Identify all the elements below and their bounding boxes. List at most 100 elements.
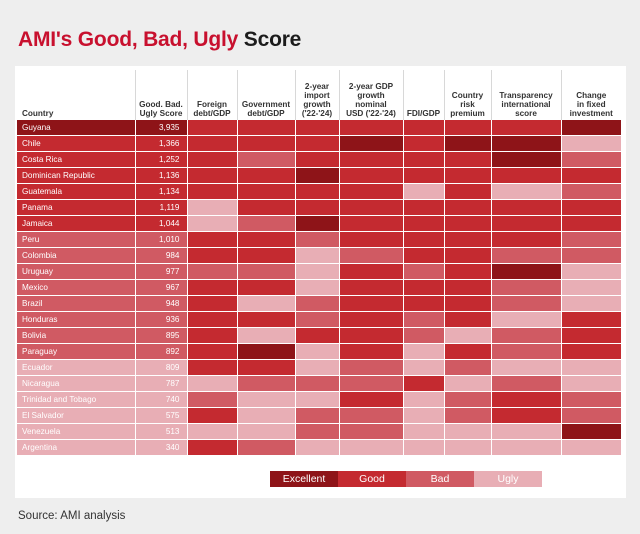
- column-header-line: ('22-'24): [301, 109, 333, 118]
- column-header-line: nominal: [355, 100, 387, 109]
- score-cell: 340: [135, 439, 188, 456]
- score-cell: 984: [135, 247, 188, 264]
- rating-cell: [339, 135, 404, 152]
- rating-cell: [444, 183, 492, 200]
- rating-cell: [237, 391, 296, 408]
- rating-cell: [237, 295, 296, 312]
- rating-cell: [491, 327, 562, 344]
- rating-cell: [339, 423, 404, 440]
- source-note: Source: AMI analysis: [18, 510, 126, 522]
- rating-cell: [295, 375, 340, 392]
- legend-swatch: Excellent: [270, 471, 338, 487]
- table-row: Argentina 340: [17, 439, 622, 456]
- score-cell: 575: [135, 407, 188, 424]
- rating-cell: [187, 407, 238, 424]
- score-cell: 1,136: [135, 167, 188, 184]
- rating-cell: [339, 263, 404, 280]
- rating-cell: [295, 247, 340, 264]
- rating-cell: [491, 311, 562, 328]
- rating-cell: [403, 375, 445, 392]
- rating-cell: [339, 215, 404, 232]
- table-row: Ecuador 809: [17, 359, 622, 376]
- column-header-line: Transparency: [499, 91, 553, 100]
- rating-cell: [339, 199, 404, 216]
- column-header-line: Country: [22, 109, 54, 118]
- rating-cell: [237, 247, 296, 264]
- rating-cell: [491, 231, 562, 248]
- rating-cell: [403, 311, 445, 328]
- rating-cell: [187, 183, 238, 200]
- rating-cell: [403, 407, 445, 424]
- rating-cell: [237, 231, 296, 248]
- rating-cell: [187, 375, 238, 392]
- country-cell: Ecuador: [17, 359, 136, 376]
- rating-cell: [187, 167, 238, 184]
- column-header-line: Ugly Score: [139, 109, 183, 118]
- table-row: Bolivia 895: [17, 327, 622, 344]
- column-header-line: Change: [576, 91, 607, 100]
- rating-cell: [339, 311, 404, 328]
- score-cell: 892: [135, 343, 188, 360]
- rating-cell: [187, 151, 238, 168]
- rating-cell: [237, 199, 296, 216]
- rating-cell: [403, 151, 445, 168]
- column-header: 2-year GDP growth nominal USD ('22-'24): [338, 70, 403, 120]
- rating-cell: [561, 359, 622, 376]
- rating-cell: [237, 183, 296, 200]
- table-row: El Salvador 575: [17, 407, 622, 424]
- rating-cell: [491, 199, 562, 216]
- rating-cell: [403, 231, 445, 248]
- rating-cell: [295, 151, 340, 168]
- rating-cell: [561, 231, 622, 248]
- rating-cell: [187, 423, 238, 440]
- rating-cell: [237, 120, 296, 136]
- rating-cell: [491, 439, 562, 456]
- score-cell: 513: [135, 423, 188, 440]
- rating-cell: [187, 135, 238, 152]
- rating-cell: [491, 151, 562, 168]
- rating-cell: [339, 375, 404, 392]
- country-cell: Dominican Republic: [17, 167, 136, 184]
- rating-cell: [295, 199, 340, 216]
- rating-cell: [237, 151, 296, 168]
- column-header-line: FDI/GDP: [406, 109, 441, 118]
- rating-cell: [237, 167, 296, 184]
- rating-cell: [561, 263, 622, 280]
- score-cell: 948: [135, 295, 188, 312]
- rating-cell: [444, 423, 492, 440]
- column-header-line: debt/GDP: [193, 109, 231, 118]
- column-header-line: international: [501, 100, 551, 109]
- country-cell: Honduras: [17, 311, 136, 328]
- country-cell: Mexico: [17, 279, 136, 296]
- table-row: Nicaragua 787: [17, 375, 622, 392]
- table-row: Uruguay 977: [17, 263, 622, 280]
- rating-cell: [561, 407, 622, 424]
- rating-cell: [339, 407, 404, 424]
- country-cell: Panama: [17, 199, 136, 216]
- score-cell: 787: [135, 375, 188, 392]
- score-cell: 1,366: [135, 135, 188, 152]
- column-header-line: growth: [303, 100, 331, 109]
- rating-cell: [187, 439, 238, 456]
- column-header: Foreign debt/GDP: [186, 70, 237, 120]
- rating-cell: [491, 295, 562, 312]
- rating-cell: [403, 439, 445, 456]
- rating-cell: [444, 327, 492, 344]
- country-cell: El Salvador: [17, 407, 136, 424]
- rating-cell: [339, 343, 404, 360]
- score-cell: 740: [135, 391, 188, 408]
- rating-cell: [561, 311, 622, 328]
- table-row: Panama 1,119: [17, 199, 622, 216]
- score-cell: 1,044: [135, 215, 188, 232]
- rating-cell: [237, 263, 296, 280]
- country-cell: Peru: [17, 231, 136, 248]
- table-row: Guyana 3,935: [17, 120, 622, 136]
- score-cell: 895: [135, 327, 188, 344]
- rating-cell: [444, 263, 492, 280]
- rating-cell: [295, 135, 340, 152]
- rating-cell: [295, 279, 340, 296]
- rating-cell: [187, 247, 238, 264]
- rating-cell: [187, 199, 238, 216]
- rating-cell: [561, 343, 622, 360]
- table-row: Chile 1,366: [17, 135, 622, 152]
